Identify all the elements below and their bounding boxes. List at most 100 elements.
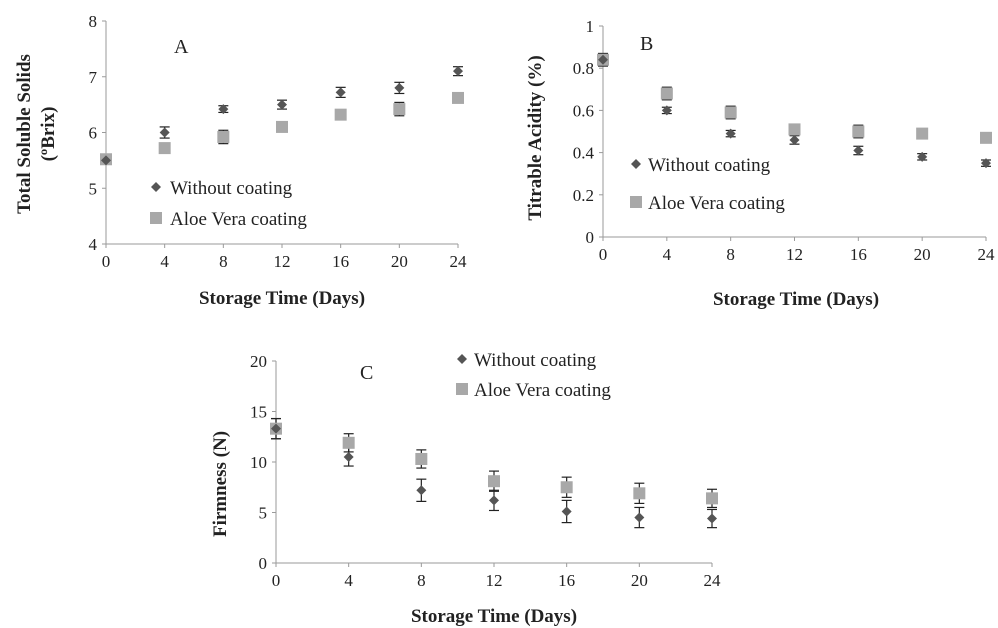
panel-c-xlabel: Storage Time (Days) [411,606,577,627]
panel-a-aloe-vera-point [393,103,406,116]
panel-c-without-coating-point [707,513,717,524]
panel-b-without-coating-point [661,105,672,116]
panel-a-aloe-vera-point [452,91,464,104]
panel-a-aloe-vera-point [158,142,171,155]
panel-c-letter: C [360,362,373,384]
panel-a-x-tick-label: 12 [274,252,291,271]
panel-c-y-tick-label: 0 [259,554,268,573]
panel-c-aloe-vera-point [633,487,646,500]
panel-a-x-tick-label: 16 [332,252,349,271]
panel-c-aloe-vera-point [560,481,573,494]
panel-a-x-tick-label: 8 [219,252,228,271]
panel-b-without-coating-point [981,158,991,169]
panel-a-legend-diamond-marker [151,182,161,192]
panel-a-y-tick-label: 6 [89,124,98,143]
panel-b-without-coating-point [789,134,800,145]
panel-c-x-tick-label: 8 [417,571,426,590]
panel-a-aloe-vera-point [217,130,230,143]
panel-c-x-tick-label: 4 [344,571,353,590]
panel-a-letter: A [174,36,189,58]
panel-b-without-coating-point [853,145,864,156]
panel-a-without-coating-point [218,104,229,115]
panel-c-ylabel: Firmness (N) [210,431,231,537]
panel-a-x-tick-label: 24 [450,252,468,271]
panel-c-legend-without-coating: Without coating [474,350,597,371]
panel-c-without-coating-point [343,451,354,462]
panel-b-xlabel: Storage Time (Days) [713,289,879,310]
panel-b-aloe-vera-point [916,127,929,140]
panel-b-legend-aloe-vera: Aloe Vera coating [648,193,785,214]
panel-b-without-coating-point [598,54,608,65]
panel-c-without-coating-point [416,485,427,496]
panel-c-without-coating-point [561,506,572,517]
panel-c-legend: Without coating Aloe Vera coating [456,350,611,401]
panel-b-ylabel: Titrable Acidity (%) [525,55,546,220]
panel-a-without-coating-point [335,87,346,98]
panel-b-x-tick-label: 20 [914,245,931,264]
panel-a-aloe-vera-point [276,120,288,133]
panel-c-without-coating-point [489,495,499,506]
panel-b-legend-diamond-marker [631,159,641,169]
panel-a-x-tick-label: 20 [391,252,408,271]
panel-c-y-tick-label: 10 [250,453,267,472]
panel-b-plot-area: 0 0.2 0.4 0.6 0.8 1 0 4 8 12 16 20 24 [573,17,995,264]
panel-a-x-tick-label: 0 [102,252,111,271]
panel-a-without-coating-point [453,66,463,77]
panel-c-aloe-vera-point [415,452,428,465]
panel-b-y-tick-label: 0.8 [573,59,594,78]
panel-b-without-coating-point [725,128,736,139]
panel-a-legend-square-marker [150,212,162,224]
panel-c-aloe-vera-point [342,436,355,449]
panel-a-legend: Without coating Aloe Vera coating [150,178,307,230]
panel-a-legend-without-coating: Without coating [170,178,293,199]
panel-a-y-tick-label: 4 [89,235,98,254]
panel-b-letter: B [640,33,653,55]
panel-b-x-tick-label: 8 [726,245,735,264]
panel-a-without-coating-point [277,99,287,110]
panel-a-y-tick-label: 5 [89,179,98,198]
panel-c-plot-area: 0 5 10 15 20 0 4 8 12 16 20 24 [250,352,721,590]
panel-c-aloe-vera-point [706,492,718,505]
panel-c-without-coating-point [271,423,281,434]
panel-b-y-tick-label: 0.2 [573,186,594,205]
panel-b-aloe-vera-point [980,131,992,144]
panel-a-legend-aloe-vera: Aloe Vera coating [170,209,307,230]
panel-b-y-tick-label: 0 [586,228,595,247]
panel-c-x-tick-label: 12 [486,571,503,590]
panel-a-y-tick-label: 7 [89,68,98,87]
panel-c-y-tick-label: 20 [250,352,267,371]
panel-a-ylabel-line1: Total Soluble Solids [14,54,35,214]
panel-b: 0 0.2 0.4 0.6 0.8 1 0 4 8 12 16 20 24 B Titrable Aci… [525,17,995,310]
panel-a-without-coating-point [394,82,405,93]
panel-b-x-tick-label: 16 [850,245,867,264]
panel-b-without-coating-point [917,151,928,162]
panel-c-x-tick-label: 16 [558,571,575,590]
panel-b-y-tick-label: 0.6 [573,101,594,120]
panel-b-aloe-vera-point [724,106,737,119]
panel-c-x-tick-label: 24 [704,571,722,590]
panel-c-x-tick-label: 20 [631,571,648,590]
panel-a-xlabel: Storage Time (Days) [199,288,365,309]
panel-b-aloe-vera-point [660,87,673,100]
panel-c-y-tick-label: 5 [259,504,268,523]
panel-a-aloe-vera-point [334,108,347,121]
panel-c-y-tick-label: 15 [250,403,267,422]
panel-b-legend: Without coating Aloe Vera coating [630,155,785,214]
panel-b-y-tick-label: 1 [586,17,595,36]
panel-a-without-coating-point [101,155,111,166]
panel-b-y-tick-label: 0.4 [573,144,595,163]
panel-c-legend-aloe-vera: Aloe Vera coating [474,380,611,401]
panel-b-x-tick-label: 24 [978,245,996,264]
panel-b-x-tick-label: 4 [663,245,672,264]
panel-a-y-tick-label: 8 [89,12,98,31]
panel-b-legend-square-marker [630,196,642,208]
panel-c-legend-diamond-marker [457,354,467,364]
panel-a-without-coating-point [159,127,170,138]
panel-c-legend-square-marker [456,383,468,395]
panel-c: 0 5 10 15 20 0 4 8 12 16 20 24 C Firmness (N) Stora… [210,350,721,627]
panel-a-x-tick-label: 4 [160,252,169,271]
panel-b-x-tick-label: 0 [599,245,608,264]
